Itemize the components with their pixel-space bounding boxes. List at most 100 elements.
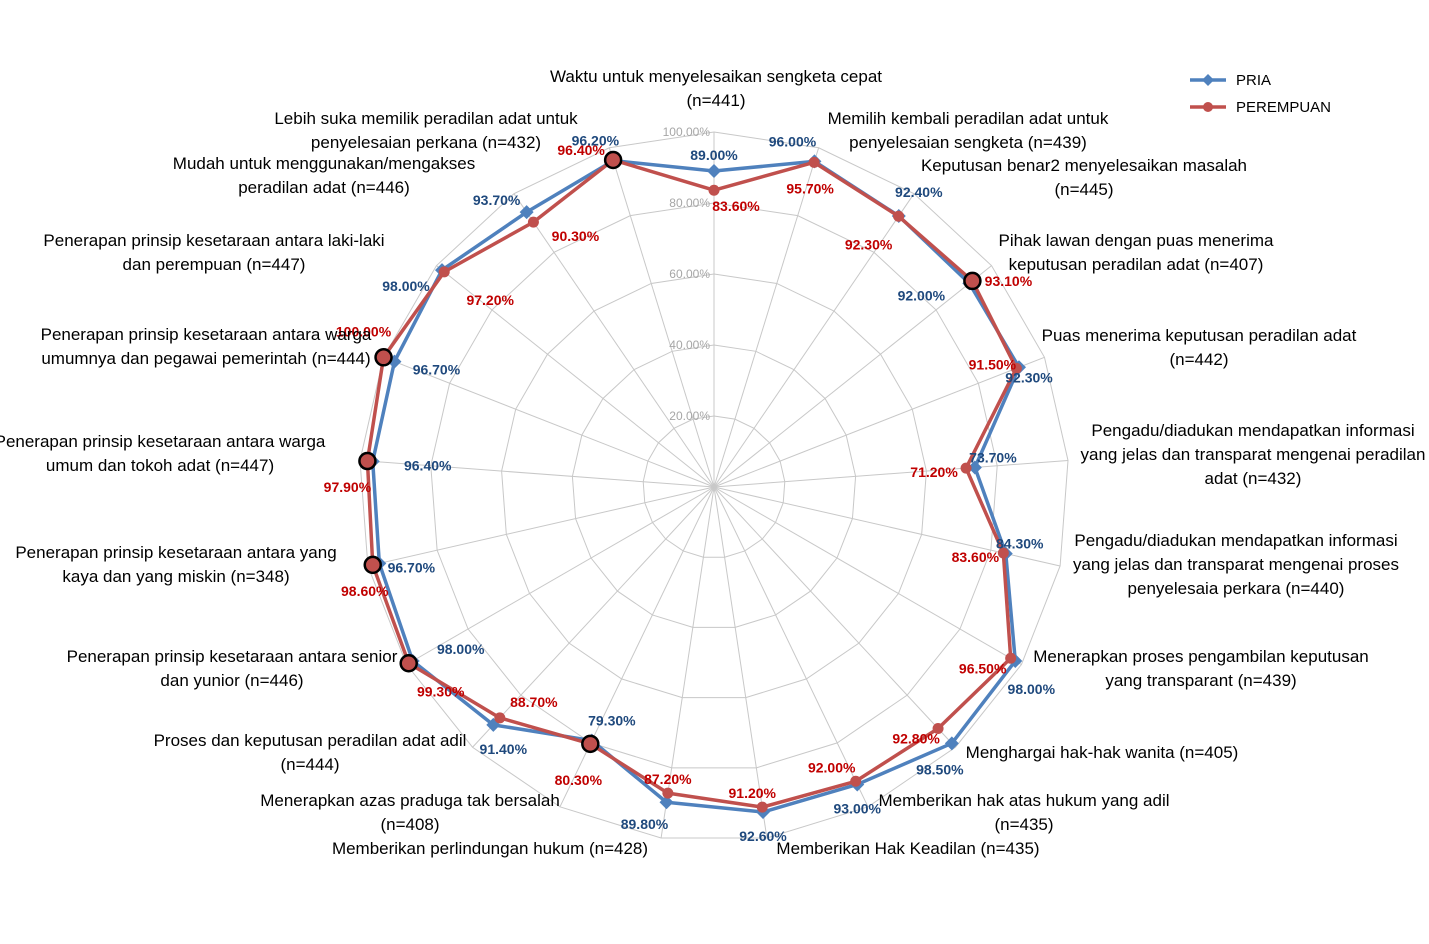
category-label: penyelesaian sengketa (n=439) bbox=[849, 133, 1087, 152]
data-label-pria: 98.00% bbox=[437, 641, 485, 657]
data-point bbox=[494, 712, 506, 724]
legend-label: PEREMPUAN bbox=[1236, 99, 1331, 116]
data-point bbox=[932, 722, 944, 734]
category-label: Mudah untuk menggunakan/mengakses bbox=[173, 154, 475, 173]
radial-tick-labels: 20.00% 40.00% 60.00% 80.00% 100.00% bbox=[663, 125, 711, 423]
category-label: yang transparant (n=439) bbox=[1105, 671, 1296, 690]
category-label: dan yunior (n=446) bbox=[160, 671, 303, 690]
grid-spoke bbox=[713, 356, 1045, 488]
data-point bbox=[662, 787, 674, 799]
data-point bbox=[708, 184, 720, 196]
category-label: Penerapan prinsip kesetaraan antara laki… bbox=[43, 231, 384, 250]
grid-spoke bbox=[713, 193, 915, 488]
data-point bbox=[756, 801, 768, 813]
data-label-perempuan: 87.20% bbox=[644, 771, 692, 787]
data-label-perempuan: 99.30% bbox=[417, 683, 465, 699]
category-label: (n=435) bbox=[994, 815, 1053, 834]
grid-spoke bbox=[367, 486, 715, 567]
category-label: umumnya dan pegawai pemerintah (n=444) bbox=[41, 349, 370, 368]
data-label-pria: 96.70% bbox=[413, 362, 461, 378]
category-label: Menghargai hak-hak wanita (n=405) bbox=[966, 743, 1239, 762]
data-point bbox=[1005, 652, 1017, 664]
data-label-pria: 96.70% bbox=[388, 559, 436, 575]
data-point bbox=[1010, 362, 1022, 374]
data-point bbox=[850, 775, 862, 787]
category-label: (n=442) bbox=[1169, 350, 1228, 369]
data-label-perempuan: 96.50% bbox=[959, 660, 1007, 676]
data-label-perempuan: 91.20% bbox=[729, 785, 777, 801]
data-label-perempuan: 83.60% bbox=[712, 198, 760, 214]
category-label: keputusan peradilan adat (n=407) bbox=[1009, 255, 1264, 274]
grid-spoke bbox=[713, 486, 768, 839]
data-label-perempuan: 100.00% bbox=[336, 323, 392, 339]
highlight-marker bbox=[399, 654, 418, 673]
category-label: umum dan tokoh adat (n=447) bbox=[46, 456, 274, 475]
data-label-perempuan: 95.70% bbox=[786, 180, 834, 196]
data-label-pria: 96.40% bbox=[404, 457, 452, 473]
category-label: Lebih suka memilik peradilan adat untuk bbox=[274, 109, 578, 128]
data-point bbox=[960, 462, 972, 474]
category-label: Waktu untuk menyelesaikan sengketa cepat bbox=[550, 67, 882, 86]
data-label-pria: 96.20% bbox=[572, 133, 620, 149]
category-label: Memilih kembali peradilan adat untuk bbox=[828, 109, 1109, 128]
data-label-pria: 79.30% bbox=[588, 713, 636, 729]
data-label-perempuan: 80.30% bbox=[555, 772, 603, 788]
grid-spoke bbox=[713, 459, 1069, 488]
data-label-perempuan: 92.80% bbox=[892, 730, 940, 746]
grid-spoke bbox=[713, 265, 992, 488]
data-label-pria: 93.70% bbox=[473, 192, 521, 208]
data-label-pria: 92.40% bbox=[895, 184, 943, 200]
grid-spoke bbox=[559, 486, 715, 808]
category-label: adat (n=432) bbox=[1205, 469, 1302, 488]
category-label: Pihak lawan dengan puas menerima bbox=[998, 231, 1274, 250]
data-label-perempuan: 90.30% bbox=[552, 228, 600, 244]
grid-spoke bbox=[713, 486, 956, 748]
series-line bbox=[365, 158, 1019, 809]
highlight-marker bbox=[374, 348, 393, 367]
series-layer bbox=[358, 150, 1027, 820]
legend-label: PRIA bbox=[1236, 72, 1271, 89]
data-labels: 89.00% 96.00% 92.40% 92.00% 92.30% 73.70% 84.3… bbox=[324, 133, 1056, 844]
legend: PRIA PEREMPUAN bbox=[1190, 72, 1331, 116]
category-label: Menerapkan proses pengambilan keputusan bbox=[1033, 647, 1369, 666]
grid-ring-1 bbox=[642, 415, 786, 558]
data-point bbox=[438, 266, 450, 278]
data-point bbox=[967, 460, 982, 475]
data-label-perempuan: 97.90% bbox=[324, 479, 372, 495]
data-label-perempuan: 97.20% bbox=[466, 292, 514, 308]
data-label-perempuan: 92.00% bbox=[808, 759, 856, 775]
data-point bbox=[519, 205, 534, 220]
radar-grid bbox=[359, 131, 1069, 839]
data-label-perempuan: 93.10% bbox=[985, 273, 1033, 289]
data-label-perempuan: 92.30% bbox=[845, 236, 893, 252]
grid-spoke bbox=[406, 486, 715, 665]
data-label-pria: 98.00% bbox=[1008, 681, 1056, 697]
grid-spoke bbox=[608, 147, 715, 488]
category-label: Proses dan keputusan peradilan adat adil bbox=[154, 731, 467, 750]
data-label-pria: 89.80% bbox=[621, 816, 669, 832]
data-label-pria: 84.30% bbox=[996, 536, 1044, 552]
data-label-pria: 92.60% bbox=[739, 828, 787, 844]
data-label-perempuan: 98.60% bbox=[341, 583, 389, 599]
category-label: yang jelas dan transparat mengenai prose… bbox=[1073, 555, 1399, 574]
grid-spoke bbox=[436, 265, 715, 488]
data-point bbox=[808, 156, 820, 168]
category-label: yang jelas dan transparat mengenai perad… bbox=[1081, 445, 1426, 464]
grid-spoke bbox=[383, 356, 715, 488]
data-label-pria: 92.00% bbox=[898, 287, 946, 303]
category-label: Keputusan benar2 menyelesaikan masalah bbox=[921, 156, 1247, 175]
data-label-pria: 96.00% bbox=[769, 133, 817, 149]
highlight-marker bbox=[581, 734, 600, 754]
category-label: Pengadu/diadukan mendapatkan informasi bbox=[1074, 531, 1397, 550]
grid-ring-2 bbox=[571, 344, 857, 628]
category-label: peradilan adat (n=446) bbox=[238, 178, 410, 197]
data-label-pria: 93.00% bbox=[834, 800, 882, 816]
category-labels: Waktu untuk menyelesaikan sengketa cepat… bbox=[0, 67, 1425, 858]
category-label: Penerapan prinsip kesetaraan antara seni… bbox=[67, 647, 398, 666]
data-point bbox=[893, 210, 905, 222]
category-label: Menerapkan azas praduga tak bersalah bbox=[260, 791, 560, 810]
grid-spoke bbox=[713, 486, 1022, 665]
grid-spoke bbox=[713, 147, 820, 488]
category-label: (n=444) bbox=[280, 755, 339, 774]
